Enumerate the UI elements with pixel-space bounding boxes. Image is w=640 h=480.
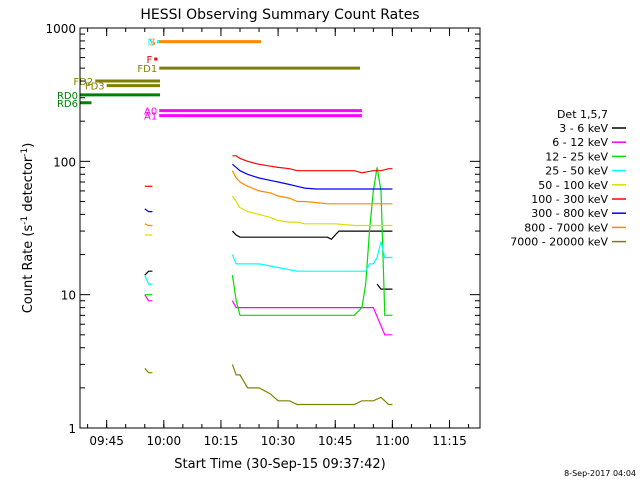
- flag-label: RD6: [57, 99, 78, 110]
- series-line: [231, 195, 393, 227]
- y-axis: 1 10 100 1000: [45, 22, 480, 436]
- y-tick-label: 10: [61, 289, 76, 303]
- y-tick-label: 1000: [45, 22, 76, 36]
- series-line: [376, 283, 393, 290]
- series-line: [231, 364, 393, 406]
- legend-title: Det 1,5,7: [557, 108, 608, 121]
- y-tick-label: 1: [68, 422, 76, 436]
- series-line: [231, 167, 393, 316]
- series-lines: [144, 155, 393, 406]
- y-axis-label-sup: -1: [20, 148, 30, 157]
- y-axis-label-sup: -1: [20, 216, 30, 225]
- y-axis-label: Count Rate (s-1 detector-1): [20, 143, 36, 314]
- legend-label: 25 - 50 keV: [545, 165, 608, 178]
- flag-label: A1: [144, 112, 157, 123]
- y-axis-label-part: ): [21, 143, 36, 148]
- series-line: [144, 270, 153, 276]
- flag-label: FD1: [137, 64, 157, 75]
- flag-label: FD3: [85, 82, 105, 93]
- legend-label: 300 - 800 keV: [531, 207, 608, 220]
- series-line: [231, 170, 393, 205]
- flag-label: A0: [144, 107, 157, 118]
- plot-frame: [79, 27, 481, 429]
- flag-label: N: [147, 38, 154, 49]
- flag-label: RD0: [57, 91, 78, 102]
- chart-title: HESSI Observing Summary Count Rates: [140, 7, 419, 23]
- x-tick-label: 11:00: [375, 434, 410, 448]
- legend-label: 50 - 100 keV: [538, 179, 608, 192]
- y-axis-label-part: Count Rate (s: [21, 225, 36, 314]
- x-tick-label: 10:30: [261, 434, 296, 448]
- flag-label: S: [149, 38, 155, 49]
- series-line: [144, 208, 153, 213]
- x-axis-label: Start Time (30-Sep-15 09:37:42): [174, 457, 385, 472]
- legend-label: 6 - 12 keV: [552, 136, 608, 149]
- flag-label: F: [147, 55, 153, 66]
- x-tick-label: 11:15: [432, 434, 467, 448]
- y-tick-label: 100: [53, 155, 76, 169]
- series-line: [232, 163, 393, 190]
- x-tick-label: 10:00: [147, 434, 182, 448]
- series-line: [144, 274, 153, 285]
- series-line: [144, 368, 153, 374]
- legend-label: 3 - 6 keV: [559, 122, 608, 135]
- timestamp: 8-Sep-2017 04:04: [564, 469, 636, 478]
- x-axis: 09:45 10:00 10:15 10:30 10:45 11:00 11:15: [87, 28, 470, 448]
- series-line: [231, 300, 393, 336]
- x-tick-label: 10:45: [318, 434, 353, 448]
- flag-label: FD2: [73, 77, 93, 88]
- series-line: [232, 155, 393, 174]
- series-line: [231, 241, 393, 272]
- legend-label: 100 - 300 keV: [531, 193, 608, 206]
- x-tick-label: 10:15: [204, 434, 239, 448]
- legend-label: 7000 - 20000 keV: [510, 236, 608, 249]
- series-line: [144, 223, 153, 227]
- series-line: [231, 230, 393, 241]
- x-tick-label: 09:45: [89, 434, 124, 448]
- legend-label: 12 - 25 keV: [545, 150, 608, 163]
- legend-label: 800 - 7000 keV: [524, 221, 608, 234]
- y-axis-label-part: detector: [21, 156, 36, 216]
- series-line: [144, 294, 153, 302]
